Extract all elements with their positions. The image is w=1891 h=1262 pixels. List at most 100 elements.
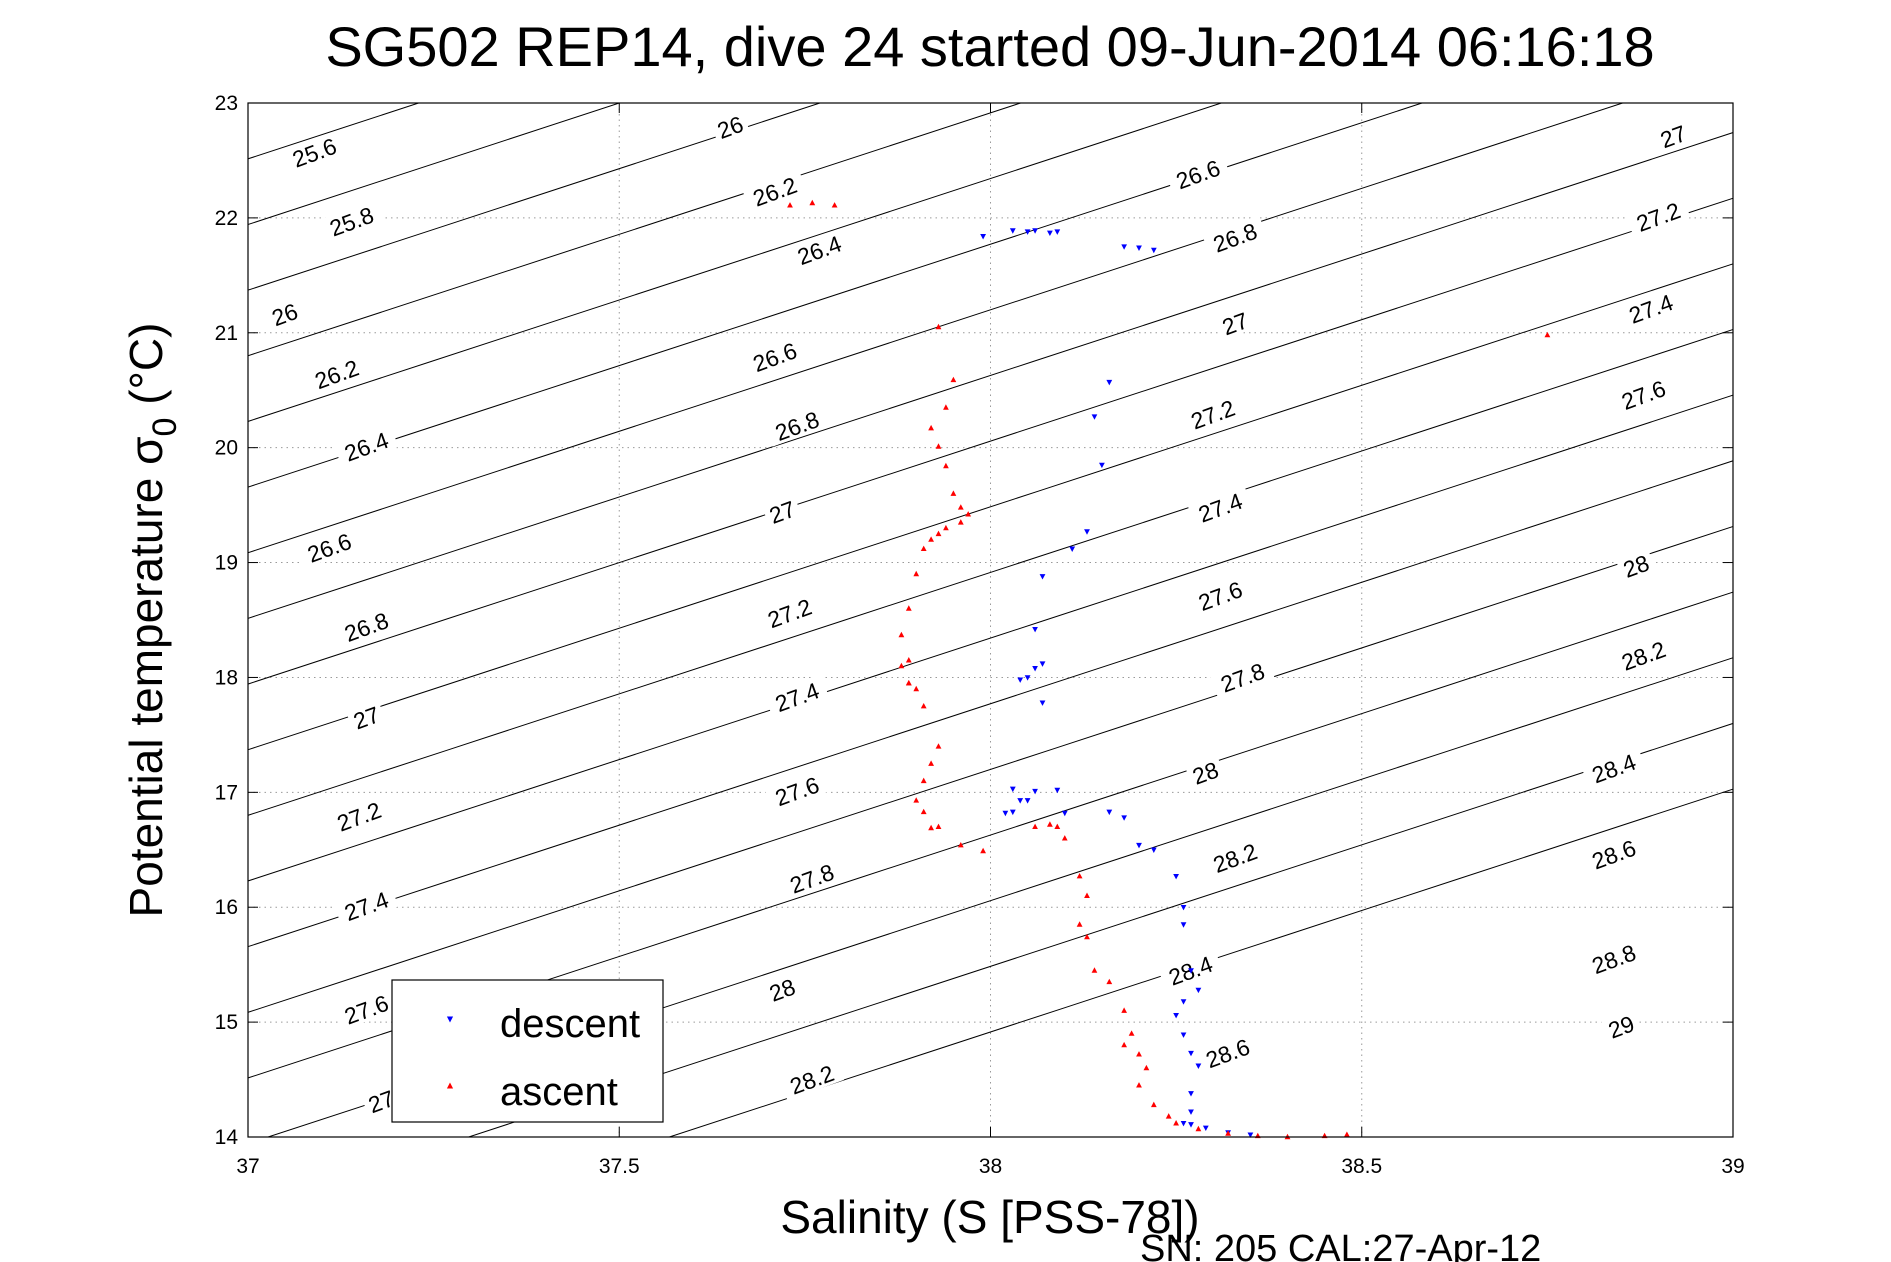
data-point-descent [1195, 987, 1202, 994]
contour-label-text: 28.6 [1202, 1033, 1253, 1073]
density-contours [248, 103, 1733, 1137]
data-point-ascent [950, 376, 957, 383]
data-point-ascent [935, 530, 942, 537]
contour-label: 29 [1600, 1008, 1641, 1044]
contour-label-bg [779, 856, 844, 900]
data-point-ascent [920, 808, 927, 815]
data-point-ascent [1076, 921, 1083, 927]
contour-label-bg [1210, 655, 1275, 699]
contour-label-bg [1610, 372, 1676, 416]
data-point-ascent [957, 504, 964, 510]
data-point-ascent [928, 536, 934, 542]
data-point-descent [1106, 379, 1113, 386]
data-point-ascent [1136, 1082, 1142, 1088]
data-point-ascent [1165, 1113, 1172, 1119]
data-points [787, 199, 1551, 1140]
contour-label: 28.2 [1202, 835, 1268, 879]
data-point-ascent [928, 424, 934, 431]
data-point-ascent [935, 323, 942, 330]
data-point-ascent [1143, 1064, 1150, 1071]
data-point-descent [1024, 798, 1031, 804]
contour-label: 27.4 [1618, 286, 1683, 330]
contour-label: 26.6 [296, 525, 362, 569]
contour-label: 28.8 [1581, 936, 1646, 980]
contour-label-text: 26.8 [1210, 218, 1261, 258]
data-point-descent [1247, 1132, 1254, 1138]
contour-label-text: 26.4 [794, 230, 845, 270]
contour-label-bg [1615, 548, 1656, 583]
contour-label-bg [1195, 1030, 1260, 1074]
data-point-ascent [935, 823, 942, 829]
data-point-ascent [1195, 1125, 1202, 1132]
contour-label: 27 [761, 494, 802, 529]
contour-label-bg [764, 403, 830, 447]
y-tick-label: 23 [215, 92, 238, 115]
data-point-ascent [935, 443, 942, 449]
contour-label: 26.2 [304, 351, 369, 395]
data-point-descent [1202, 1125, 1209, 1131]
contour-label: 27 [1652, 118, 1693, 153]
data-point-ascent [831, 202, 838, 208]
data-point-descent [1032, 627, 1038, 633]
contour-label: 27.4 [1187, 485, 1253, 529]
density-contour-line [248, 103, 1021, 357]
contour-label: 27.2 [1625, 194, 1691, 238]
contour-label-bg [1214, 305, 1255, 340]
data-point-ascent [913, 570, 920, 577]
data-point-descent [1061, 810, 1068, 817]
contour-label: 26 [264, 296, 305, 331]
data-point-ascent [980, 847, 986, 854]
data-point-descent [1188, 1050, 1194, 1057]
data-point-ascent [965, 511, 972, 517]
data-point-ascent [928, 760, 934, 766]
contour-label: 26.8 [764, 403, 830, 447]
contour-label-bg [333, 424, 399, 468]
contour-label-bg [1581, 832, 1646, 876]
contour-label-text: 28.4 [1588, 749, 1639, 789]
density-contour-line [248, 591, 1733, 1079]
density-contour-line [267, 657, 1733, 1137]
serial-calibration-note: SN: 205 CAL:27-Apr-12 [1140, 1228, 1541, 1262]
data-point-descent [1039, 700, 1046, 706]
contour-label-text: 27.4 [1625, 289, 1676, 329]
contour-label-bg [281, 130, 347, 174]
contour-label-text: 27.6 [1195, 576, 1246, 616]
contour-label-text: 26.6 [749, 337, 800, 377]
data-point-descent [1024, 675, 1031, 681]
contour-label: 27.2 [757, 590, 822, 634]
data-point-descent [1106, 809, 1113, 816]
contour-label: 28.6 [1581, 832, 1646, 876]
data-point-ascent [1076, 873, 1083, 879]
contour-label-bg [1600, 1008, 1641, 1044]
legend-box [391, 979, 664, 1123]
contour-label-bg [333, 987, 399, 1031]
density-contour-line [248, 525, 1733, 1013]
contour-label-bg [1581, 936, 1646, 980]
contour-label-text: 26.2 [749, 172, 800, 212]
contour-label: 27.6 [764, 768, 830, 812]
data-point-descent [1180, 1121, 1187, 1127]
data-point-descent [1151, 247, 1157, 254]
contour-label-bg [1202, 835, 1268, 879]
density-contour-line [248, 460, 1733, 948]
x-tick-label: 39 [1721, 1155, 1744, 1178]
data-point-ascent [913, 685, 920, 692]
contour-label-bg [346, 699, 387, 735]
data-point-descent [1180, 922, 1187, 928]
contour-label-bg [1165, 151, 1231, 196]
data-point-descent [1002, 810, 1009, 817]
data-point-ascent [1121, 1007, 1127, 1013]
contour-label: 28 [1185, 755, 1226, 790]
contour-label: 27.8 [1210, 655, 1275, 699]
data-point-descent [1024, 229, 1031, 235]
data-point-descent [1009, 809, 1016, 816]
data-point-ascent [898, 631, 905, 638]
contour-label-text: 26.8 [341, 607, 392, 647]
contour-label: 26.2 [742, 169, 807, 213]
contour-label-bg [360, 1083, 401, 1118]
data-point-ascent [920, 777, 927, 784]
data-point-ascent [920, 703, 927, 709]
axis-ticks [247, 102, 1734, 1138]
contour-label-bg [1581, 745, 1646, 790]
contour-label-text: 25.6 [289, 133, 340, 173]
